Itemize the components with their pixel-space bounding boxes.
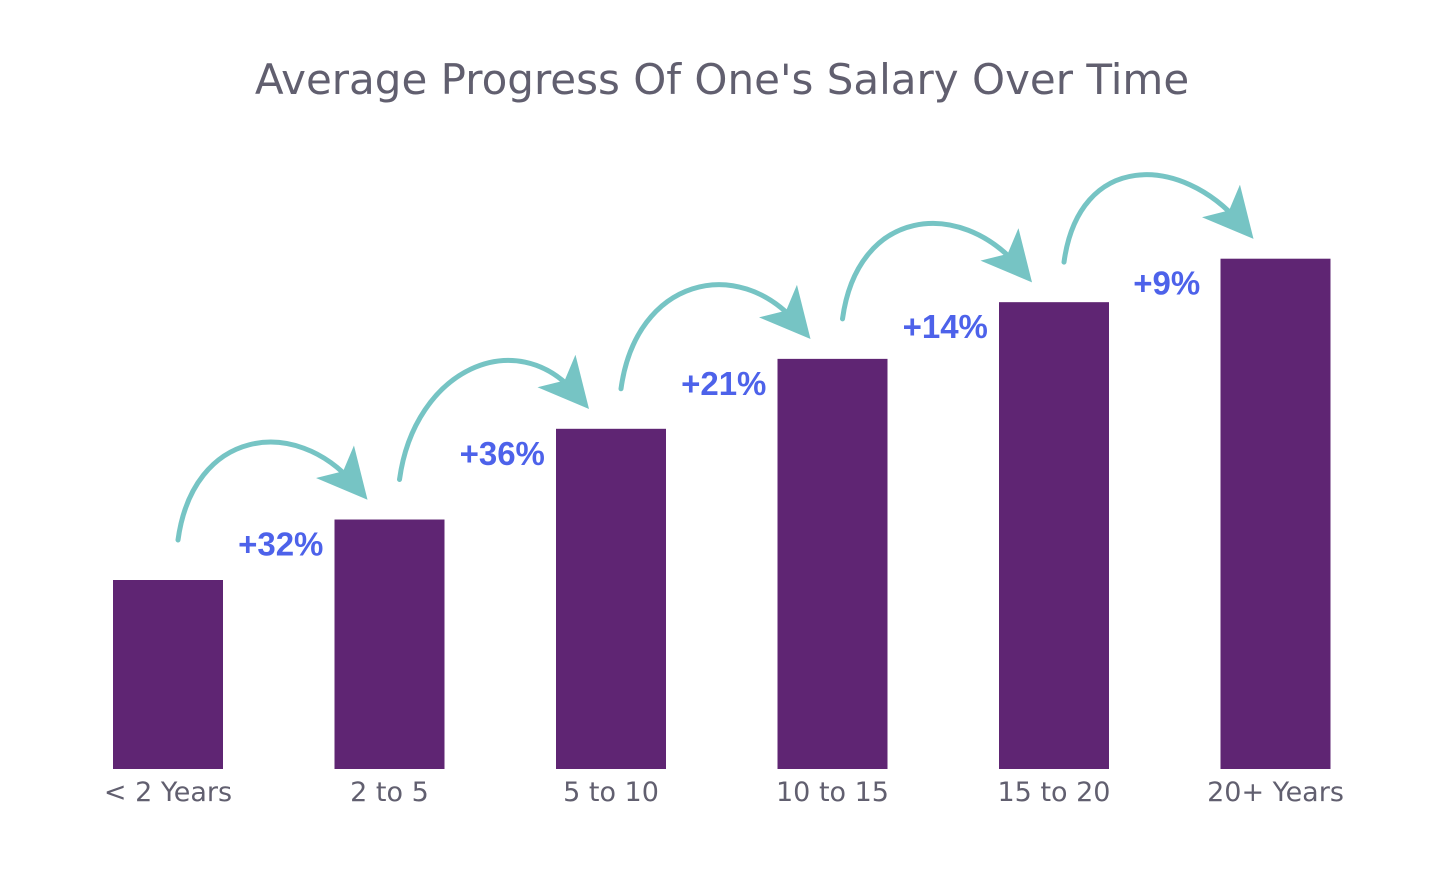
growth-arrow: [175, 439, 368, 543]
growth-label: +21%: [681, 365, 766, 402]
growth-label: +36%: [460, 435, 545, 472]
growth-arrow: [840, 221, 1033, 322]
bar: [777, 358, 888, 769]
bar: [1220, 258, 1331, 769]
chart-title: Average Progress Of One's Salary Over Ti…: [255, 55, 1189, 104]
x-tick-label: 20+ Years: [1207, 777, 1344, 808]
x-tick-label: 2 to 5: [350, 777, 429, 808]
growth-arrows-group: [175, 172, 1254, 543]
bar: [334, 519, 445, 769]
x-axis-tick-labels: < 2 Years 2 to 5 5 to 10 10 to 15 15 to 20 20…: [104, 777, 1344, 808]
x-tick-label: 5 to 10: [563, 777, 659, 808]
growth-label: +32%: [238, 526, 323, 563]
growth-label: +14%: [903, 308, 988, 345]
growth-label: +9%: [1133, 265, 1200, 302]
bars-group: [113, 258, 1331, 769]
growth-arrow: [1061, 172, 1254, 265]
bar: [999, 302, 1109, 769]
growth-labels-group: +32% +36% +21% +14% +9%: [238, 265, 1200, 563]
growth-arrow: [397, 354, 590, 483]
x-tick-label: 10 to 15: [776, 777, 889, 808]
bar: [556, 428, 666, 769]
x-tick-label: 15 to 20: [998, 777, 1111, 808]
bar: [113, 580, 223, 769]
growth-arrow: [618, 282, 811, 392]
x-tick-label: < 2 Years: [104, 777, 232, 808]
